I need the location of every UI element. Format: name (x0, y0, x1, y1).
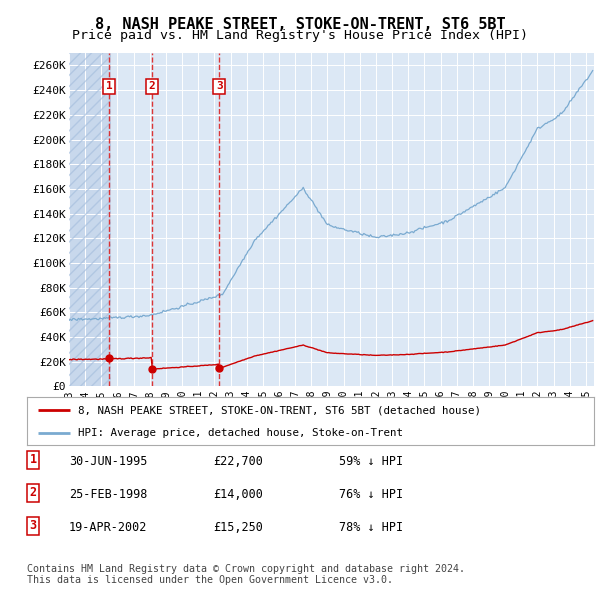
Text: Contains HM Land Registry data © Crown copyright and database right 2024.
This d: Contains HM Land Registry data © Crown c… (27, 563, 465, 585)
Text: 30-JUN-1995: 30-JUN-1995 (69, 455, 148, 468)
Text: £15,250: £15,250 (213, 521, 263, 534)
Bar (69, 53, 110, 386)
Text: 59% ↓ HPI: 59% ↓ HPI (339, 455, 403, 468)
Text: 19-APR-2002: 19-APR-2002 (69, 521, 148, 534)
Text: 76% ↓ HPI: 76% ↓ HPI (339, 488, 403, 501)
Text: 3: 3 (216, 81, 223, 91)
Text: £22,700: £22,700 (213, 455, 263, 468)
Text: 78% ↓ HPI: 78% ↓ HPI (339, 521, 403, 534)
Text: 1: 1 (29, 453, 37, 466)
Text: 2: 2 (29, 486, 37, 499)
Text: Price paid vs. HM Land Registry's House Price Index (HPI): Price paid vs. HM Land Registry's House … (72, 30, 528, 42)
Text: 8, NASH PEAKE STREET, STOKE-ON-TRENT, ST6 5BT: 8, NASH PEAKE STREET, STOKE-ON-TRENT, ST… (95, 17, 505, 31)
Text: 2: 2 (149, 81, 155, 91)
Text: 8, NASH PEAKE STREET, STOKE-ON-TRENT, ST6 5BT (detached house): 8, NASH PEAKE STREET, STOKE-ON-TRENT, ST… (78, 405, 481, 415)
Text: HPI: Average price, detached house, Stoke-on-Trent: HPI: Average price, detached house, Stok… (78, 428, 403, 438)
Text: 25-FEB-1998: 25-FEB-1998 (69, 488, 148, 501)
Bar (69, 53, 110, 386)
Text: 1: 1 (106, 81, 113, 91)
Text: 3: 3 (29, 519, 37, 532)
Text: £14,000: £14,000 (213, 488, 263, 501)
